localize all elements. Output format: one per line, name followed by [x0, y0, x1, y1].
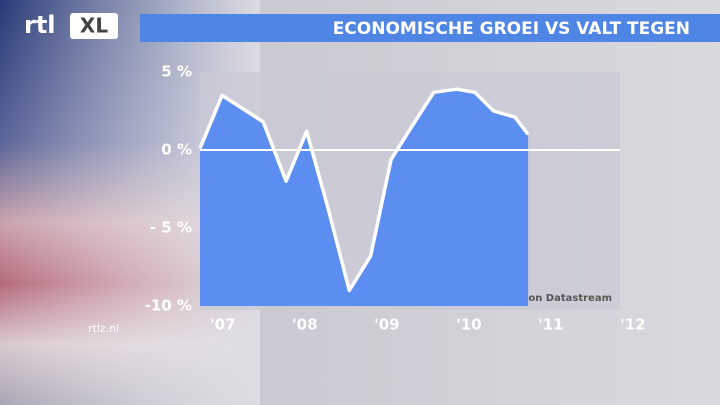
x-tick-label: '11 [538, 316, 563, 334]
y-tick-label: - 5 % [150, 219, 192, 237]
logo: rtl [24, 11, 56, 39]
x-tick-label: '10 [456, 316, 481, 334]
x-tick-label: '08 [292, 316, 317, 334]
title-bar [140, 14, 720, 42]
x-tick-label: '12 [620, 316, 645, 334]
logo-badge: XL [80, 14, 108, 38]
source-note: Bron: Thomson Datastream [457, 293, 612, 304]
y-tick-label: 0 % [161, 141, 192, 159]
line [198, 87, 530, 293]
x-tick-label: '07 [210, 316, 235, 334]
site-label: rtlz.nl [88, 322, 119, 335]
y-tick-label: -10 % [145, 297, 192, 315]
logo-badge-box [70, 13, 118, 39]
y-tick-label: 5 % [161, 63, 192, 81]
area [200, 89, 529, 306]
chart-title: ECONOMISCHE GROEI VS VALT TEGEN [333, 19, 690, 39]
x-tick-label: '09 [374, 316, 399, 334]
